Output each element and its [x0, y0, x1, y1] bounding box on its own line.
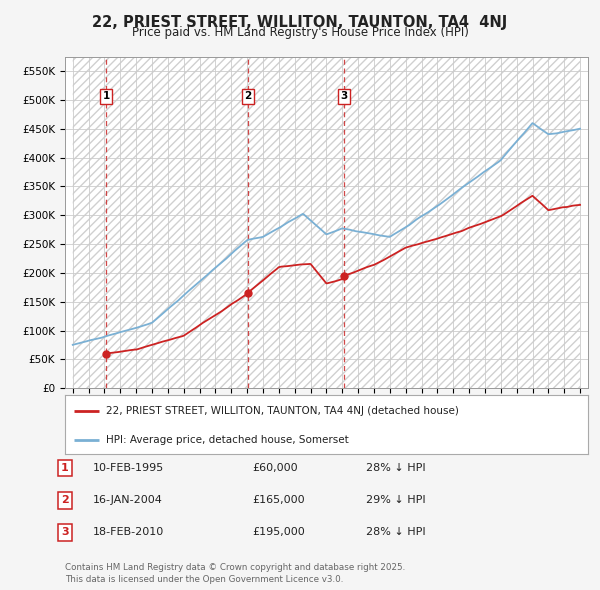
Text: 28% ↓ HPI: 28% ↓ HPI [366, 463, 425, 473]
Text: 18-FEB-2010: 18-FEB-2010 [93, 527, 164, 537]
Text: 2: 2 [244, 91, 251, 101]
Text: 10-FEB-1995: 10-FEB-1995 [93, 463, 164, 473]
Text: £195,000: £195,000 [252, 527, 305, 537]
Text: Price paid vs. HM Land Registry's House Price Index (HPI): Price paid vs. HM Land Registry's House … [131, 26, 469, 39]
Text: 22, PRIEST STREET, WILLITON, TAUNTON, TA4 4NJ (detached house): 22, PRIEST STREET, WILLITON, TAUNTON, TA… [106, 407, 458, 416]
Text: 16-JAN-2004: 16-JAN-2004 [93, 496, 163, 505]
Text: 1: 1 [103, 91, 110, 101]
Text: 1: 1 [61, 463, 68, 473]
Text: £165,000: £165,000 [252, 496, 305, 505]
Text: 28% ↓ HPI: 28% ↓ HPI [366, 527, 425, 537]
Text: 3: 3 [341, 91, 348, 101]
Text: HPI: Average price, detached house, Somerset: HPI: Average price, detached house, Some… [106, 435, 349, 444]
Text: 22, PRIEST STREET, WILLITON, TAUNTON, TA4  4NJ: 22, PRIEST STREET, WILLITON, TAUNTON, TA… [92, 15, 508, 30]
Text: 3: 3 [61, 527, 68, 537]
Text: 2: 2 [61, 496, 68, 505]
Text: 29% ↓ HPI: 29% ↓ HPI [366, 496, 425, 505]
Text: Contains HM Land Registry data © Crown copyright and database right 2025.
This d: Contains HM Land Registry data © Crown c… [65, 563, 405, 584]
Text: £60,000: £60,000 [252, 463, 298, 473]
